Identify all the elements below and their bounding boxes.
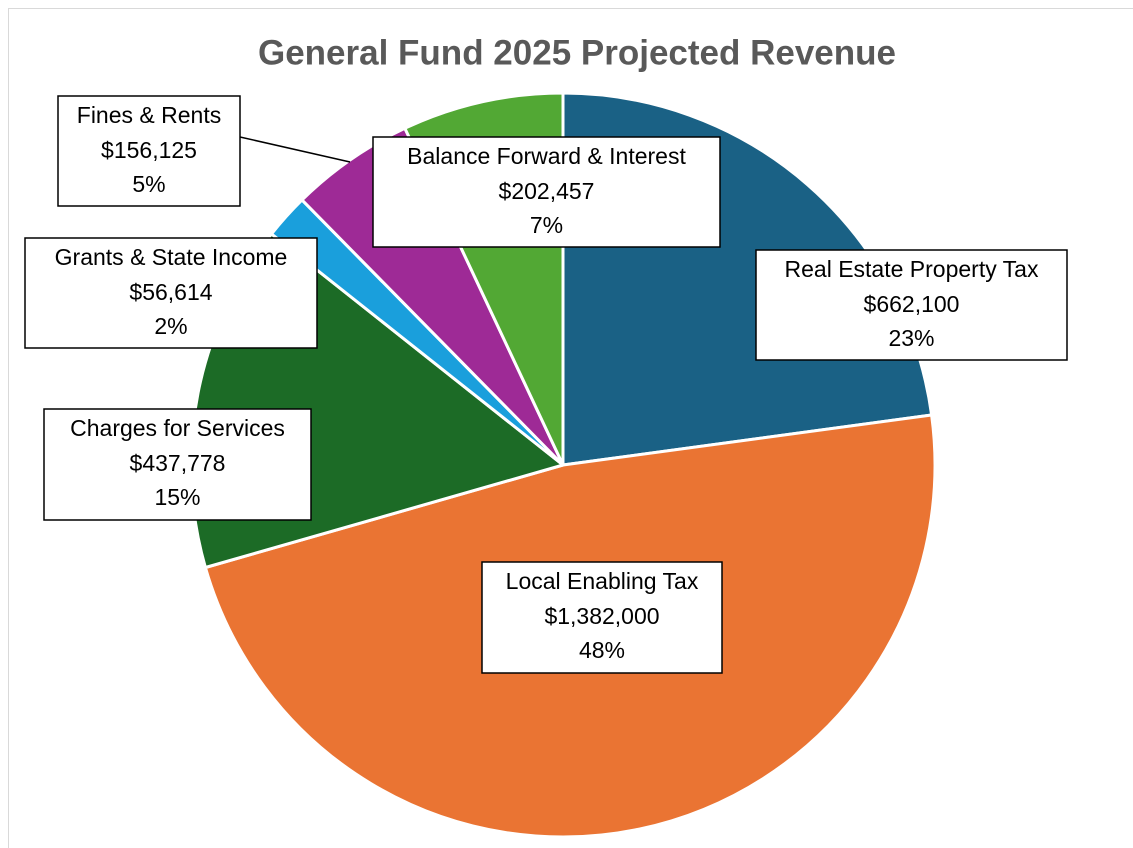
value-label: $156,125 bbox=[101, 137, 197, 163]
value-label: $202,457 bbox=[499, 178, 595, 204]
label-box bbox=[372, 136, 721, 248]
percent-label: 2% bbox=[154, 313, 187, 339]
category-label: Grants & State Income bbox=[55, 244, 288, 270]
category-label: Charges for Services bbox=[70, 415, 285, 441]
label-box bbox=[481, 561, 723, 674]
percent-label: 7% bbox=[530, 212, 563, 238]
percent-label: 5% bbox=[132, 171, 165, 197]
category-label: Local Enabling Tax bbox=[506, 568, 699, 594]
data-labels: Real Estate Property Tax $662,100 23% Local… bbox=[24, 95, 1068, 674]
category-label: Real Estate Property Tax bbox=[785, 256, 1039, 282]
leader-line bbox=[239, 136, 351, 163]
chart-title: General Fund 2025 Projected Revenue bbox=[258, 33, 896, 72]
value-label: $437,778 bbox=[130, 450, 226, 476]
value-label: $56,614 bbox=[129, 279, 212, 305]
value-label: $662,100 bbox=[864, 291, 960, 317]
category-label: Balance Forward & Interest bbox=[407, 143, 686, 169]
label-box bbox=[755, 249, 1068, 361]
label-box bbox=[57, 95, 241, 207]
label-box bbox=[24, 237, 318, 349]
percent-label: 15% bbox=[154, 484, 200, 510]
value-label: $1,382,000 bbox=[544, 603, 659, 629]
label-box bbox=[43, 408, 312, 521]
percent-label: 23% bbox=[888, 325, 934, 351]
category-label: Fines & Rents bbox=[77, 102, 221, 128]
percent-label: 48% bbox=[579, 637, 625, 663]
